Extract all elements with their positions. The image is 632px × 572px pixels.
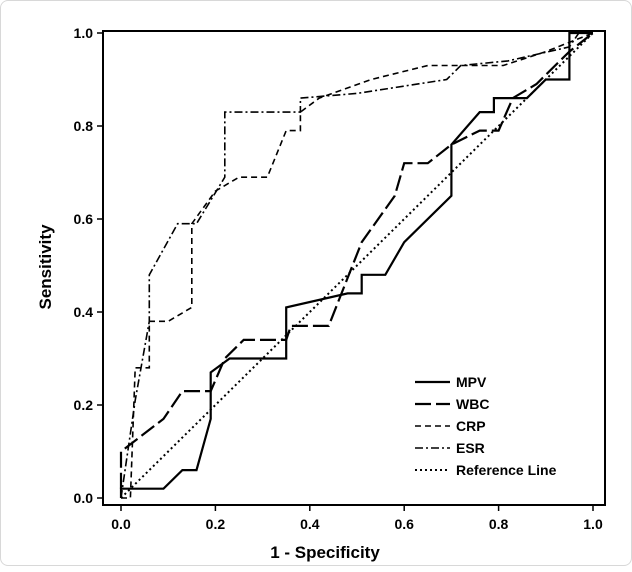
x-tick-label: 0.4 — [300, 516, 320, 532]
x-tick-label: 0.0 — [111, 516, 131, 532]
legend-label-reference-line: Reference Line — [456, 462, 557, 478]
y-tick-label: 0.8 — [74, 118, 94, 134]
y-tick-label: 0.2 — [74, 397, 94, 413]
y-tick-label: 0.4 — [74, 304, 94, 320]
y-tick-label: 0.6 — [74, 211, 94, 227]
plot-area — [102, 30, 606, 506]
y-axis-label: Sensitivity — [36, 224, 55, 310]
legend-label-wbc: WBC — [456, 396, 489, 412]
series-line-mpv — [119, 31, 593, 498]
x-tick-label: 1.0 — [583, 516, 603, 532]
series-line-esr — [120, 32, 593, 499]
series-line-wbc — [119, 32, 594, 489]
series-line-crp — [121, 32, 594, 499]
y-tick-label: 1.0 — [74, 25, 94, 41]
legend-label-esr: ESR — [456, 440, 485, 456]
x-tick-label: 0.6 — [394, 516, 414, 532]
series-line-reference-line — [120, 32, 594, 499]
legend-label-mpv: MPV — [456, 374, 487, 390]
y-tick-label: 0.0 — [74, 490, 94, 506]
legend-label-crp: CRP — [456, 418, 486, 434]
x-tick-label: 0.2 — [206, 516, 226, 532]
x-axis-label: 1 - Specificity — [270, 543, 380, 562]
x-tick-label: 0.8 — [489, 516, 509, 532]
